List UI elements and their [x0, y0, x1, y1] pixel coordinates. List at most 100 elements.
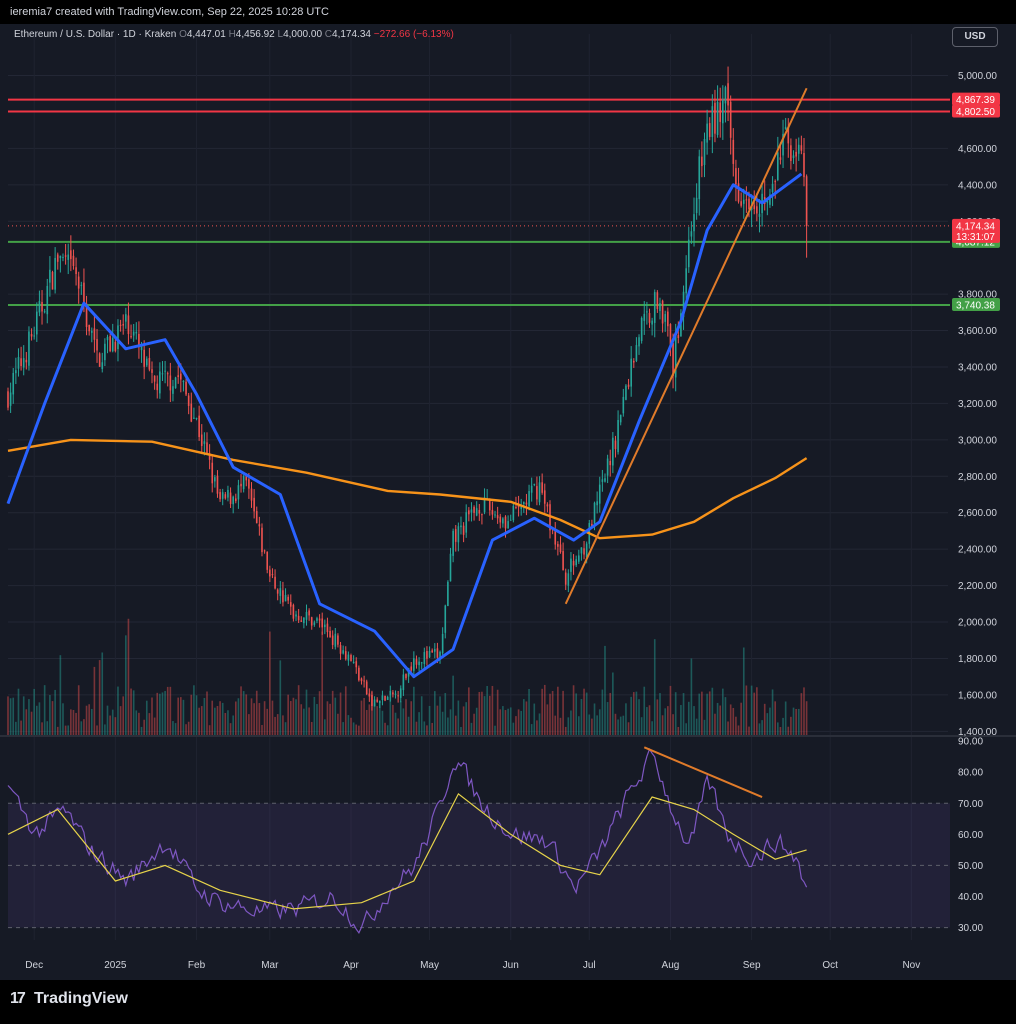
candle-body: [405, 673, 407, 679]
volume-bar: [512, 722, 515, 735]
volume-bar: [274, 716, 276, 735]
candle-body: [287, 596, 289, 601]
volume-bar: [83, 719, 85, 735]
volume-bar: [321, 631, 324, 735]
volume-bar: [410, 701, 413, 735]
candle-body: [693, 214, 695, 232]
candle-body: [787, 126, 790, 144]
volume-bar: [635, 691, 638, 735]
volume-bar: [787, 726, 790, 735]
rsi-tick-label-5: 40.00: [958, 892, 983, 903]
candle-body: [473, 506, 475, 513]
volume-bar: [517, 709, 520, 735]
volume-bar: [753, 692, 756, 735]
volume-bar: [342, 722, 344, 735]
volume-bar: [56, 726, 59, 735]
candle-body: [279, 588, 282, 596]
candle-body: [494, 514, 496, 516]
time-tick-label-10: Oct: [822, 960, 838, 971]
candle-body: [127, 315, 130, 335]
chart-canvas[interactable]: 5,000.004,600.004,400.004,200.003,800.00…: [0, 0, 1016, 980]
volume-bar: [300, 704, 303, 735]
volume-bar: [740, 702, 742, 735]
volume-bar: [287, 694, 289, 735]
volume-bar: [499, 709, 502, 735]
volume-bar: [554, 715, 557, 735]
volume-bar: [748, 726, 750, 735]
candle-body: [114, 341, 117, 352]
volume-bar: [609, 692, 612, 735]
candle-body: [444, 605, 447, 633]
candle-body: [635, 345, 638, 361]
candle-body: [630, 358, 632, 387]
volume-bar: [208, 725, 211, 735]
volume-bar: [96, 725, 98, 735]
volume-bar: [732, 707, 735, 735]
volume-bar: [543, 684, 546, 735]
time-tick-label-0: Dec: [25, 960, 43, 971]
price-tick-label-0: 5,000.00: [958, 71, 997, 82]
candle-body: [329, 630, 331, 638]
volume-bar: [426, 725, 428, 735]
horizontal-levels: [8, 98, 950, 306]
volume-bar: [331, 690, 334, 735]
candle-body: [530, 485, 533, 493]
candle-body: [174, 377, 177, 389]
volume-bar: [240, 686, 242, 735]
candle-body: [478, 510, 481, 514]
candle-body: [321, 618, 324, 628]
volume-bar: [706, 693, 708, 735]
candle-body: [625, 385, 627, 400]
candle-body: [211, 462, 214, 484]
volume-bar: [339, 692, 342, 735]
volume-bar: [538, 713, 541, 735]
volume-bar: [656, 699, 659, 735]
currency-button[interactable]: USD: [952, 27, 998, 47]
candle-body: [300, 620, 303, 622]
candle-body: [784, 126, 787, 130]
candle-body: [289, 602, 292, 607]
candle-body: [667, 311, 669, 327]
candle-body: [481, 514, 483, 516]
volume-bar: [54, 689, 56, 735]
volume-bar: [368, 704, 371, 735]
candle-body: [428, 650, 431, 658]
candle-body: [261, 527, 263, 553]
volume-bar: [674, 692, 677, 735]
volume-bar: [145, 700, 148, 735]
candle-body: [669, 324, 672, 347]
volume-bar: [716, 702, 719, 735]
candle-body: [682, 291, 685, 318]
candle-body: [729, 101, 732, 138]
volume-bar: [117, 686, 119, 735]
level-tag-1-bg: [952, 104, 1000, 118]
candle-body: [449, 553, 452, 582]
volume-bar: [352, 722, 355, 735]
volume-bar: [625, 703, 627, 735]
volume-bar: [428, 705, 431, 735]
volume-bar: [358, 725, 360, 735]
price-tick-label-13: 2,000.00: [958, 618, 997, 629]
trendline[interactable]: [564, 87, 808, 605]
candle-body: [585, 543, 588, 558]
volume-bar: [114, 717, 117, 735]
candle-body: [719, 102, 722, 122]
candle-body: [85, 303, 88, 327]
candle-body: [148, 357, 151, 370]
volume-bar: [745, 685, 748, 735]
candle-body: [363, 680, 365, 682]
price-labels: 4,867.394,802.504,087.123,740.384,174.34…: [952, 92, 1000, 311]
candle-body: [117, 325, 119, 350]
volume-bar: [486, 686, 488, 735]
candle-body: [716, 102, 719, 135]
candle-body: [512, 505, 515, 521]
candle-body: [206, 442, 208, 454]
volume-bar: [138, 712, 140, 735]
level-tag-1: 4,802.50: [956, 107, 995, 118]
volume-bar: [588, 714, 591, 735]
candle-body: [96, 339, 98, 351]
level-tag-0: 4,867.39: [956, 95, 995, 106]
volume-bar: [792, 707, 795, 735]
candle-body: [326, 623, 329, 633]
volume-bar: [33, 688, 35, 735]
